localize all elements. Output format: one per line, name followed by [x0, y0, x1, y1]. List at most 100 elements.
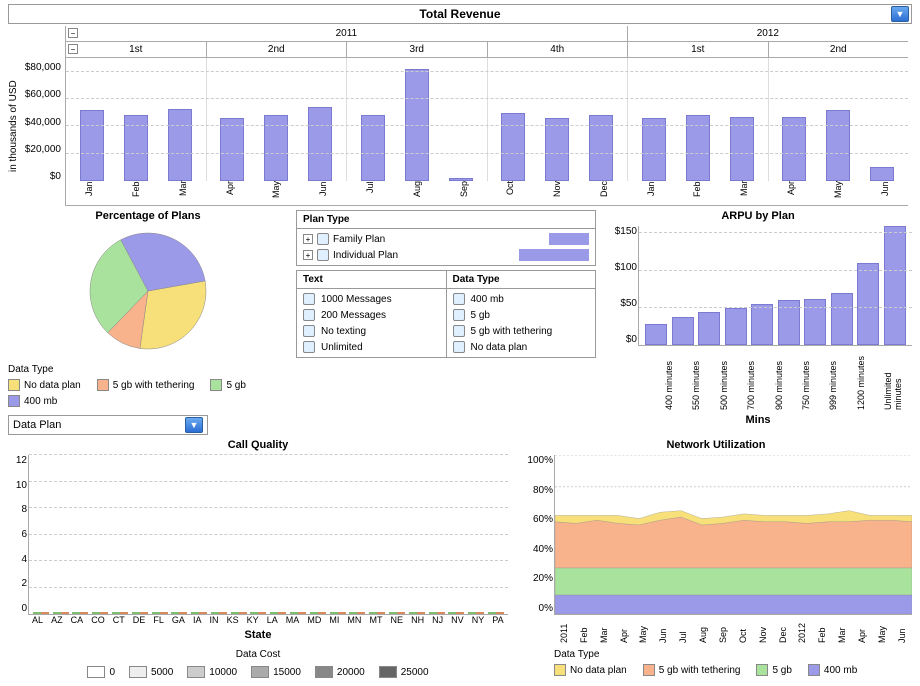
- checkbox[interactable]: [303, 309, 315, 321]
- checkbox[interactable]: [317, 249, 329, 261]
- state-label: LA: [267, 615, 278, 625]
- legend-label: 400 mb: [824, 665, 857, 676]
- quarter-label: 1st: [129, 44, 142, 55]
- nu-x-label: Sep: [718, 615, 728, 643]
- filter-label: Unlimited: [321, 342, 363, 353]
- state-label: NY: [472, 615, 485, 625]
- filter-row[interactable]: No data plan: [453, 339, 590, 355]
- call-quality-panel: Call Quality 121086420 ALAZCACOCTDEFLGAI…: [8, 439, 508, 678]
- filter-row[interactable]: 400 mb: [453, 291, 590, 307]
- filter-row[interactable]: 5 gb with tethering: [453, 323, 590, 339]
- revenue-bar: [730, 117, 754, 181]
- state-label: CO: [91, 615, 105, 625]
- cq-legend: 0500010000150002000025000: [8, 666, 508, 678]
- state-label: MT: [369, 615, 382, 625]
- plan-type-head: Plan Type: [297, 211, 595, 229]
- text-head: Text: [297, 271, 446, 289]
- arpu-x-label: 550 minutes: [691, 346, 701, 410]
- month-label: Feb: [692, 181, 702, 205]
- pie-slice: [140, 281, 206, 349]
- collapse-icon[interactable]: −: [68, 28, 78, 38]
- plan-row[interactable]: + Family Plan: [303, 231, 589, 247]
- legend-label: 25000: [401, 667, 429, 678]
- cq-x-title: State: [8, 629, 508, 641]
- filter-row[interactable]: No texting: [303, 323, 440, 339]
- data-plan-dropdown[interactable]: Data Plan ▼: [8, 415, 208, 435]
- month-label: Jul: [365, 181, 375, 205]
- state-label: MD: [307, 615, 321, 625]
- month-label: Oct: [505, 181, 515, 205]
- month-label: Mar: [739, 181, 749, 205]
- arpu-x-label: Unlimited minutes: [883, 346, 903, 410]
- month-label: Aug: [412, 181, 422, 205]
- year-label: 2011: [336, 28, 358, 39]
- checkbox[interactable]: [303, 325, 315, 337]
- legend-swatch: [187, 666, 205, 678]
- revenue-bar: [782, 117, 806, 181]
- legend-swatch: [379, 666, 397, 678]
- state-label: DE: [133, 615, 146, 625]
- text-data-panel: Text 1000 Messages 200 Messages No texting…: [296, 270, 596, 358]
- legend-item: No data plan: [8, 379, 81, 391]
- legend-swatch: [808, 664, 820, 676]
- state-label: KY: [247, 615, 259, 625]
- nu-x-label: Aug: [698, 615, 708, 643]
- arpu-x-label: 900 minutes: [774, 346, 784, 410]
- collapse-icon[interactable]: −: [68, 44, 78, 54]
- filter-row[interactable]: 1000 Messages: [303, 291, 440, 307]
- state-label: CT: [113, 615, 125, 625]
- checkbox[interactable]: [453, 325, 465, 337]
- legend-swatch: [756, 664, 768, 676]
- legend-swatch: [251, 666, 269, 678]
- legend-label: 0: [109, 667, 115, 678]
- checkbox[interactable]: [303, 341, 315, 353]
- dropdown-icon: ▼: [185, 417, 203, 433]
- arpu-x-label: 500 minutes: [719, 346, 729, 410]
- state-label: AZ: [51, 615, 63, 625]
- filter-row[interactable]: 200 Messages: [303, 307, 440, 323]
- plan-row[interactable]: + Individual Plan: [303, 247, 589, 263]
- checkbox[interactable]: [317, 233, 329, 245]
- month-label: Apr: [786, 181, 796, 205]
- plan-label: Family Plan: [333, 234, 385, 245]
- revenue-chart: in thousands of USD $80,000$60,000$40,00…: [8, 26, 912, 206]
- plan-bar: [549, 233, 589, 245]
- revenue-month-labels: JanFebMarAprMayJunJulAugSepOctNovDecJanF…: [66, 181, 908, 205]
- filter-label: 400 mb: [471, 294, 504, 305]
- revenue-bar: [168, 109, 192, 181]
- legend-label: No data plan: [570, 665, 627, 676]
- legend-swatch: [210, 379, 222, 391]
- data-type-head: Data Type: [447, 271, 596, 289]
- checkbox[interactable]: [453, 293, 465, 305]
- filter-label: 5 gb with tethering: [471, 326, 553, 337]
- expand-icon[interactable]: +: [303, 250, 313, 260]
- filter-row[interactable]: Unlimited: [303, 339, 440, 355]
- arpu-x-label: 999 minutes: [828, 346, 838, 410]
- plan-label: Individual Plan: [333, 250, 398, 261]
- month-label: Jan: [646, 181, 656, 205]
- year-label: 2012: [757, 28, 779, 39]
- filter-label: 200 Messages: [321, 310, 386, 321]
- title-dropdown-button[interactable]: ▼: [891, 6, 909, 22]
- area-layer: [555, 568, 912, 595]
- legend-swatch: [97, 379, 109, 391]
- legend-item: 400 mb: [8, 395, 57, 407]
- revenue-bar: [220, 118, 244, 181]
- area-layer: [555, 595, 912, 614]
- percentage-plans-panel: Percentage of Plans Data Type No data pl…: [8, 210, 288, 435]
- legend-label: 10000: [209, 667, 237, 678]
- filter-row[interactable]: 5 gb: [453, 307, 590, 323]
- quarter-label: 1st: [691, 44, 704, 55]
- checkbox[interactable]: [303, 293, 315, 305]
- arpu-x-label: 1200 minutes: [856, 346, 866, 410]
- checkbox[interactable]: [453, 309, 465, 321]
- checkbox[interactable]: [453, 341, 465, 353]
- nu-x-label: Mar: [837, 615, 847, 643]
- month-label: Jun: [880, 181, 890, 205]
- month-label: May: [271, 181, 281, 205]
- state-label: IA: [193, 615, 202, 625]
- legend-swatch: [554, 664, 566, 676]
- filter-label: No texting: [321, 326, 366, 337]
- expand-icon[interactable]: +: [303, 234, 313, 244]
- legend-label: 5 gb with tethering: [659, 665, 741, 676]
